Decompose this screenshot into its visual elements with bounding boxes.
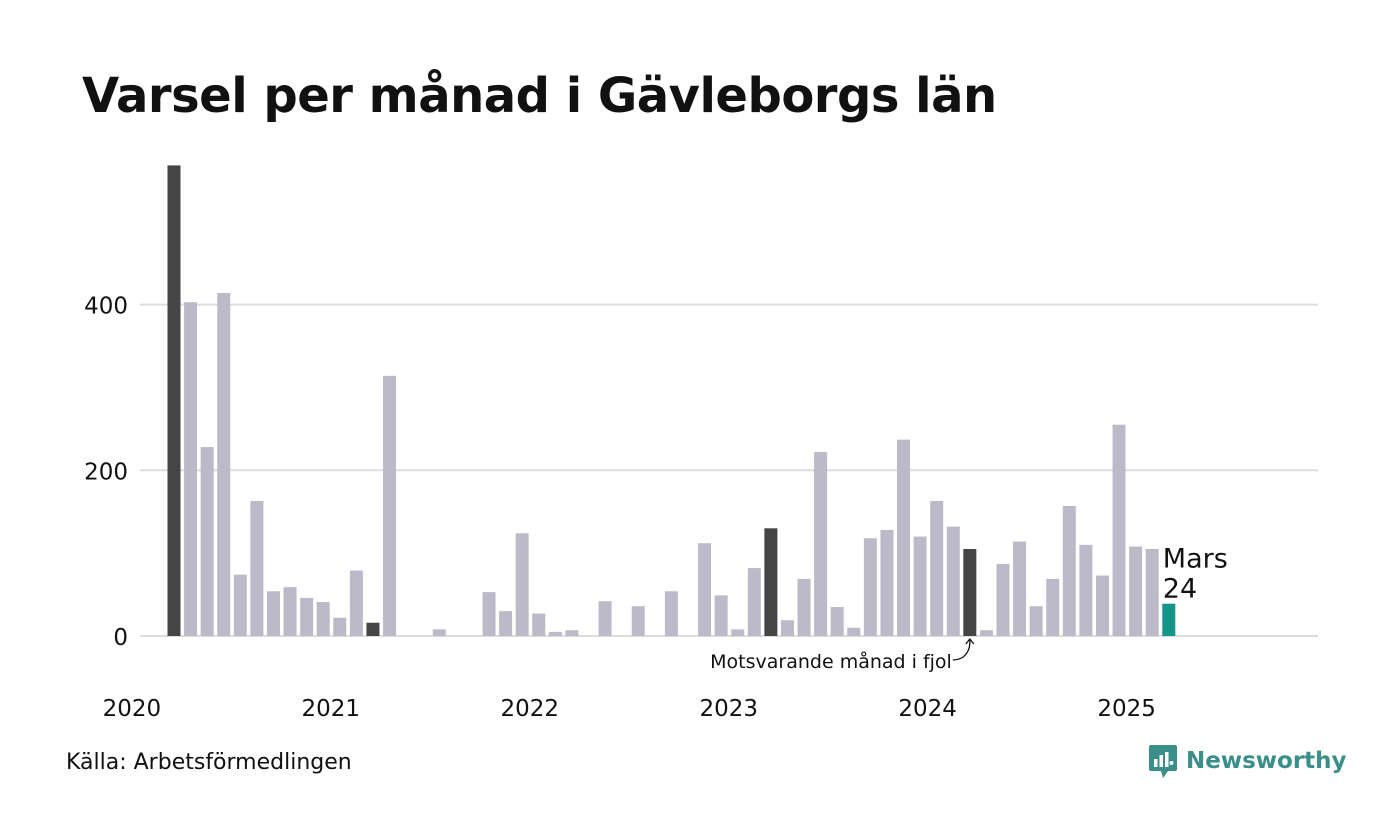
x-axis-ticks: 2020 2021 2022 2023 2024 2025 <box>103 696 1156 722</box>
bar-2025-01 <box>1129 546 1143 636</box>
bar-2021-03 <box>366 622 380 636</box>
bar-2022-09 <box>664 591 678 636</box>
newsworthy-logo-text: Newsworthy <box>1186 748 1347 774</box>
bar-2021-10 <box>482 592 496 636</box>
x-tick-label: 2021 <box>302 696 361 722</box>
x-tick-label: 2025 <box>1097 696 1156 722</box>
bar-2022-11 <box>698 543 712 636</box>
annotations: Mars 24 Motsvarande månad i fjol <box>710 544 1228 673</box>
bar-2024-08 <box>1046 578 1060 636</box>
bar-2020-09 <box>266 591 280 636</box>
bar-2021-04 <box>383 375 397 636</box>
bar-2020-12 <box>316 602 330 636</box>
source-note: Källa: Arbetsförmedlingen <box>66 750 352 775</box>
current-month-value: 24 <box>1163 574 1197 605</box>
x-tick-label: 2022 <box>500 696 559 722</box>
bar-2020-07 <box>233 574 247 636</box>
bar-2023-04 <box>780 620 794 636</box>
bar-2024-12 <box>1112 424 1126 636</box>
bar-2024-02 <box>946 526 960 636</box>
annotation-arrowhead <box>965 637 975 645</box>
bar-2022-02 <box>548 631 562 636</box>
bar-2020-08 <box>250 500 264 636</box>
bar-2021-12 <box>515 533 529 636</box>
bar-2020-10 <box>283 587 297 636</box>
annotation-arrow <box>952 638 971 661</box>
bar-2021-07 <box>432 629 446 636</box>
bar-2024-01 <box>930 500 944 636</box>
bar-2023-06 <box>814 452 828 636</box>
bar-2024-11 <box>1095 575 1109 636</box>
bar-2024-09 <box>1062 505 1076 636</box>
y-axis-ticks: 0 200 400 <box>84 294 128 651</box>
bar-2023-05 <box>797 578 811 636</box>
bar-2023-07 <box>830 607 844 636</box>
y-tick-label: 0 <box>113 625 128 651</box>
bar-2021-01 <box>333 617 347 636</box>
chart-title: Varsel per månad i Gävleborgs län <box>82 68 997 124</box>
y-tick-label: 400 <box>84 294 128 320</box>
current-month-label: Mars <box>1163 544 1228 575</box>
bar-2020-06 <box>217 293 231 636</box>
bar-2020-03 <box>167 165 181 637</box>
x-tick-label: 2023 <box>699 696 758 722</box>
bar-2023-09 <box>863 538 877 636</box>
bar-2020-11 <box>300 597 314 636</box>
bar-2023-03 <box>764 528 778 636</box>
bar-2024-03 <box>963 549 977 636</box>
newsworthy-logo: Newsworthy <box>1148 743 1347 779</box>
bar-2025-03 <box>1162 603 1176 636</box>
bar-2021-11 <box>499 611 513 636</box>
bar-2024-04 <box>979 630 993 636</box>
bar-2022-05 <box>598 601 612 636</box>
bar-2020-04 <box>184 302 198 636</box>
bar-2024-10 <box>1079 544 1093 636</box>
bar-2022-12 <box>714 595 728 636</box>
bar-2025-02 <box>1145 549 1159 636</box>
bar-2022-03 <box>565 630 579 636</box>
x-tick-label: 2020 <box>103 696 162 722</box>
y-tick-label: 200 <box>84 459 128 485</box>
bar-2023-11 <box>897 439 911 636</box>
bars <box>167 165 1176 637</box>
bar-2024-06 <box>1013 541 1027 636</box>
newsworthy-logo-icon <box>1149 745 1177 778</box>
bar-2023-01 <box>731 629 745 636</box>
bar-2024-05 <box>996 563 1010 636</box>
bar-2024-07 <box>1029 606 1043 636</box>
bar-2022-01 <box>532 613 546 636</box>
x-tick-label: 2024 <box>898 696 957 722</box>
bar-2021-02 <box>349 570 363 636</box>
previous-year-annotation: Motsvarande månad i fjol <box>710 650 952 673</box>
bar-2022-07 <box>631 606 645 636</box>
bar-2020-05 <box>200 447 214 636</box>
bar-2023-02 <box>747 568 761 636</box>
bar-2023-08 <box>847 627 861 636</box>
bar-2023-12 <box>913 536 927 636</box>
bar-2023-10 <box>880 529 894 636</box>
